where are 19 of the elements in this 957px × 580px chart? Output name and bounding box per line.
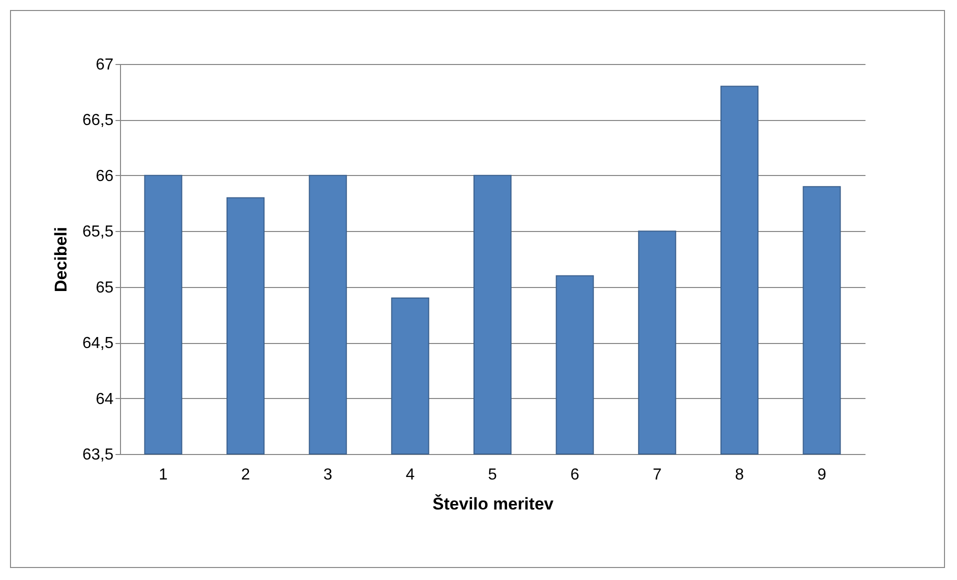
x-tick-label: 8 xyxy=(735,466,744,484)
y-tick-label: 65 xyxy=(96,279,114,296)
x-tick-label: 5 xyxy=(488,466,498,484)
y-axis-title: Decibeli xyxy=(51,226,70,292)
y-tick-label: 65,5 xyxy=(82,224,114,241)
x-tick-label: 3 xyxy=(323,466,332,484)
x-tick-label: 1 xyxy=(158,466,168,484)
x-tick-label: 9 xyxy=(817,466,826,484)
y-tick-label: 63,5 xyxy=(82,446,114,464)
x-tick-label: 7 xyxy=(652,466,662,484)
y-tick-label: 64,5 xyxy=(82,335,114,352)
x-axis-title: Število meritev xyxy=(432,494,554,514)
x-tick-label: 6 xyxy=(570,466,580,484)
x-tick-label: 2 xyxy=(241,466,250,484)
y-tick-label: 67 xyxy=(96,56,114,74)
y-tick-label: 66,5 xyxy=(82,112,114,130)
y-tick-label: 64 xyxy=(96,390,114,408)
x-tick-label: 4 xyxy=(406,466,415,484)
y-tick-label: 66 xyxy=(96,168,114,185)
